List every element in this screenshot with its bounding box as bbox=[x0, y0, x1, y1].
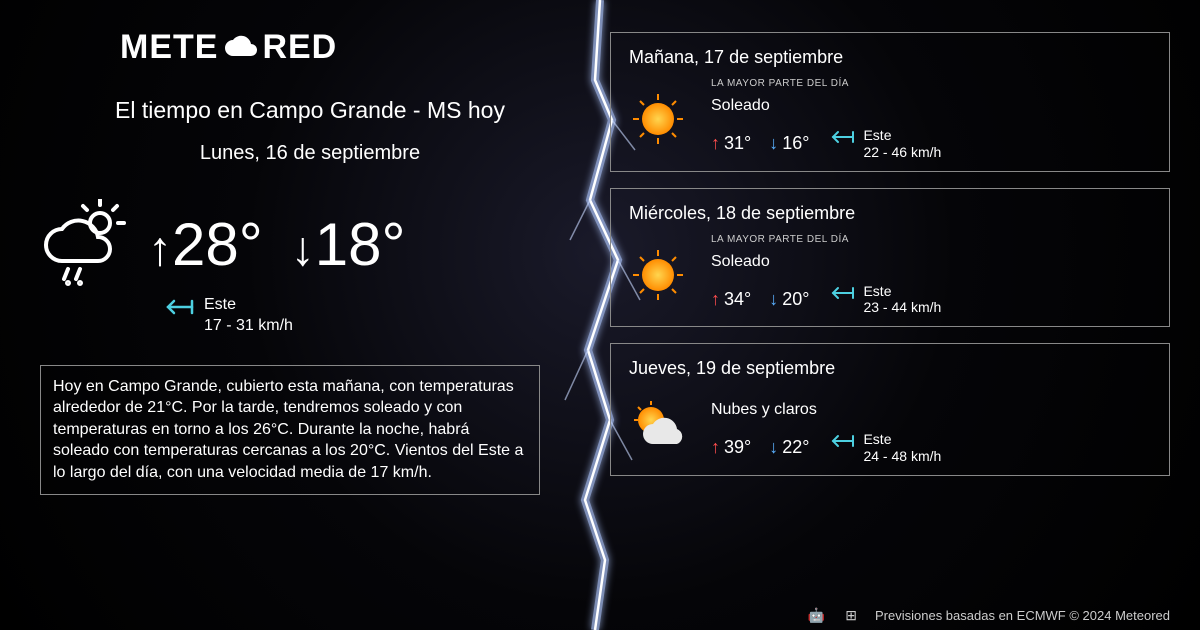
forecast-lo: ↓22° bbox=[769, 437, 809, 458]
forecast-date: Mañana, 17 de septiembre bbox=[629, 47, 1151, 68]
sun-icon bbox=[629, 90, 687, 148]
forecast-date: Jueves, 19 de septiembre bbox=[629, 358, 1151, 379]
forecast-wind: Este23 - 44 km/h bbox=[827, 283, 941, 317]
forecast-most-label: LA MAYOR PARTE DEL DÍA bbox=[711, 78, 941, 89]
today-hi: ↑28° bbox=[148, 210, 263, 279]
forecast-most-label bbox=[711, 389, 941, 393]
wind-arrow-icon bbox=[827, 129, 855, 145]
forecast-list: Mañana, 17 de septiembre LA MAYOR PARTE … bbox=[580, 28, 1170, 620]
forecast-condition: Soleado bbox=[711, 97, 941, 115]
logo: METE RED bbox=[120, 28, 580, 67]
cloud-sun-rain-icon bbox=[40, 199, 130, 289]
logo-text-post: RED bbox=[262, 28, 337, 67]
partly-cloudy-icon bbox=[629, 398, 687, 456]
wind-arrow-icon bbox=[827, 433, 855, 449]
wind-arrow-icon bbox=[160, 297, 194, 317]
forecast-card: Miércoles, 18 de septiembre LA MAYOR PAR… bbox=[610, 188, 1170, 328]
forecast-hi: ↑39° bbox=[711, 437, 751, 458]
wind-arrow-icon bbox=[827, 285, 855, 301]
today-wind-dir: Este bbox=[204, 295, 293, 316]
today-lo: ↓18° bbox=[291, 210, 406, 279]
forecast-lo: ↓20° bbox=[769, 289, 809, 310]
forecast-condition: Soleado bbox=[711, 253, 941, 271]
forecast-card: Mañana, 17 de septiembre LA MAYOR PARTE … bbox=[610, 32, 1170, 172]
forecast-hi: ↑34° bbox=[711, 289, 751, 310]
forecast-lo: ↓16° bbox=[769, 133, 809, 154]
today-wind-speed: 17 - 31 km/h bbox=[204, 316, 293, 337]
current-date: Lunes, 16 de septiembre bbox=[40, 142, 580, 165]
forecast-wind: Este22 - 46 km/h bbox=[827, 127, 941, 161]
logo-cloud-icon bbox=[221, 34, 259, 62]
description-box: Hoy en Campo Grande, cubierto esta mañan… bbox=[40, 365, 540, 495]
forecast-wind: Este24 - 48 km/h bbox=[827, 431, 941, 465]
today-main-row: ↑28° ↓18° bbox=[40, 199, 580, 289]
logo-text-pre: METE bbox=[120, 28, 218, 67]
forecast-condition: Nubes y claros bbox=[711, 401, 941, 419]
forecast-date: Miércoles, 18 de septiembre bbox=[629, 203, 1151, 224]
forecast-card: Jueves, 19 de septiembre Nubes y claros … bbox=[610, 343, 1170, 476]
forecast-hi: ↑31° bbox=[711, 133, 751, 154]
forecast-most-label: LA MAYOR PARTE DEL DÍA bbox=[711, 234, 941, 245]
page-title: El tiempo en Campo Grande - MS hoy bbox=[40, 97, 580, 124]
sun-icon bbox=[629, 246, 687, 304]
today-wind: Este 17 - 31 km/h bbox=[160, 295, 580, 337]
